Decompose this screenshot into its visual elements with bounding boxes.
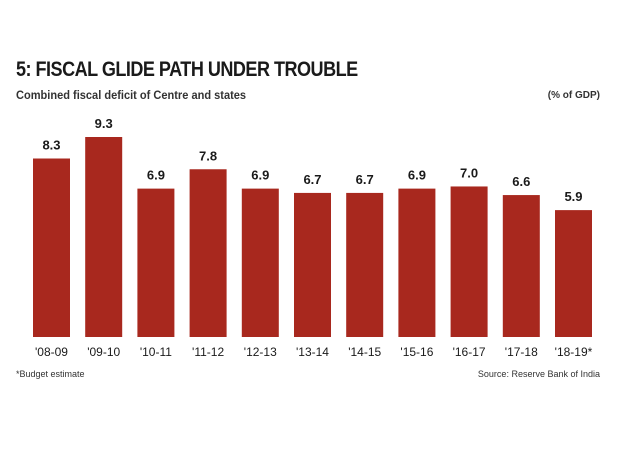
chart-title: 5: FISCAL GLIDE PATH UNDER TROUBLE <box>16 58 358 81</box>
x-tick-label-0: '08-09 <box>35 345 68 359</box>
source-note: Source: Reserve Bank of India <box>477 369 600 379</box>
data-label-6: 6.7 <box>356 172 374 187</box>
x-tick-label-2: '10-11 <box>140 345 172 359</box>
bar-4 <box>241 188 279 337</box>
x-tick-label-6: '14-15 <box>348 345 381 359</box>
bar-9 <box>502 195 540 337</box>
data-label-2: 6.9 <box>147 168 165 183</box>
unit-label: (% of GDP) <box>547 90 600 101</box>
bar-1 <box>85 137 123 337</box>
x-tick-label-9: '17-18 <box>505 345 538 359</box>
bar-7 <box>398 188 436 337</box>
data-label-8: 7.0 <box>460 165 478 180</box>
data-label-4: 6.9 <box>251 168 269 183</box>
data-label-10: 5.9 <box>564 189 582 204</box>
data-label-3: 7.8 <box>199 148 217 163</box>
x-tick-label-10: '18-19* <box>555 345 593 359</box>
x-tick-label-8: '16-17 <box>453 345 486 359</box>
bar-6 <box>346 192 384 337</box>
bar-10 <box>555 210 592 337</box>
data-label-7: 6.9 <box>408 168 426 183</box>
x-tick-label-4: '12-13 <box>244 345 277 359</box>
budget-estimate-note: *Budget estimate <box>16 369 85 379</box>
bar-3 <box>189 169 227 337</box>
data-label-9: 6.6 <box>512 174 530 189</box>
data-label-1: 9.3 <box>95 116 113 131</box>
bar-2 <box>137 188 175 337</box>
data-label-0: 8.3 <box>42 138 60 153</box>
x-tick-label-3: '11-12 <box>192 345 224 359</box>
x-tick-label-7: '15-16 <box>400 345 433 359</box>
bar-0 <box>33 158 70 337</box>
data-label-5: 6.7 <box>303 172 321 187</box>
bar-5 <box>294 192 331 337</box>
x-tick-label-1: '09-10 <box>87 345 120 359</box>
bar-8 <box>450 186 488 337</box>
chart-subtitle: Combined fiscal deficit of Centre and st… <box>16 88 247 102</box>
x-tick-label-5: '13-14 <box>296 345 329 359</box>
